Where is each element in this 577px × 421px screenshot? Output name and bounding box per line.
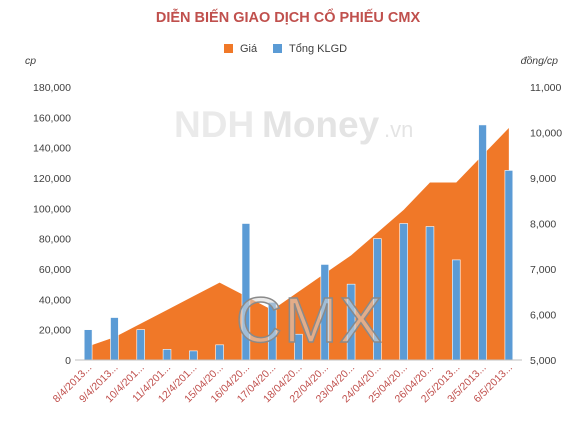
legend-label-volume: Tổng KLGD bbox=[289, 43, 347, 55]
volume-bar bbox=[162, 349, 172, 361]
right-axis-tick-label: 10,000 bbox=[530, 128, 562, 140]
left-axis-tick-label: 140,000 bbox=[33, 143, 71, 155]
volume-bar bbox=[504, 170, 514, 361]
left-axis-unit: cp bbox=[25, 55, 36, 67]
left-axis-tick-label: 40,000 bbox=[39, 294, 71, 306]
legend-swatch-volume bbox=[273, 44, 282, 53]
volume-bar bbox=[136, 329, 145, 361]
legend-label-price: Giá bbox=[240, 43, 258, 55]
volume-bar bbox=[215, 344, 224, 361]
legend-swatch-price bbox=[224, 44, 233, 53]
legend: Giá Tổng KLGD bbox=[224, 43, 347, 55]
left-axis-tick-label: 160,000 bbox=[33, 112, 71, 124]
left-axis-tick-label: 80,000 bbox=[39, 234, 71, 246]
left-axis-tick-label: 180,000 bbox=[33, 82, 71, 94]
watermark-money: Money bbox=[262, 104, 380, 145]
left-axis-tick-label: 100,000 bbox=[33, 203, 71, 215]
right-axis-tick-label: 6,000 bbox=[530, 310, 556, 322]
volume-bar-layer bbox=[83, 124, 514, 361]
left-axis-tick-label: 0 bbox=[65, 355, 71, 367]
volume-bar bbox=[83, 329, 93, 361]
right-axis-unit: đồng/cp bbox=[521, 55, 559, 67]
volume-bar bbox=[110, 317, 119, 361]
volume-bar bbox=[399, 223, 408, 361]
volume-bar bbox=[425, 226, 435, 361]
watermark-ndh: NDH bbox=[174, 104, 254, 145]
volume-bar bbox=[189, 350, 198, 361]
watermark-logo: NDH Money .vn bbox=[174, 104, 413, 145]
volume-bar bbox=[478, 124, 487, 361]
right-axis-tick-label: 11,000 bbox=[530, 82, 561, 94]
watermark-vn: .vn bbox=[384, 117, 413, 142]
right-axis-tick-label: 8,000 bbox=[530, 219, 556, 231]
left-axis-tick-label: 120,000 bbox=[33, 173, 71, 185]
right-axis-tick-label: 5,000 bbox=[530, 355, 556, 367]
left-axis-tick-label: 60,000 bbox=[39, 264, 71, 276]
right-axis-tick-label: 9,000 bbox=[530, 173, 556, 185]
right-axis-tick-label: 7,000 bbox=[530, 264, 556, 276]
overlay-ticker-label: CMX bbox=[236, 284, 384, 356]
left-axis-tick-label: 20,000 bbox=[39, 325, 71, 337]
volume-bar bbox=[452, 259, 461, 361]
chart-title: DIỄN BIẾN GIAO DỊCH CỔ PHIẾU CMX bbox=[156, 8, 421, 26]
